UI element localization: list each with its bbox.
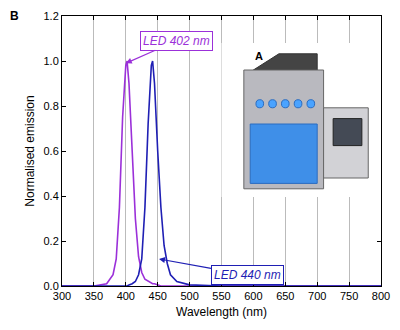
- svg-text:800: 800: [372, 290, 390, 302]
- svg-text:650: 650: [276, 290, 294, 302]
- svg-text:300: 300: [53, 290, 71, 302]
- svg-text:1.2: 1.2: [44, 10, 59, 22]
- svg-text:350: 350: [85, 290, 103, 302]
- svg-text:400: 400: [117, 290, 135, 302]
- svg-text:600: 600: [244, 290, 262, 302]
- svg-text:0.4: 0.4: [44, 190, 59, 202]
- svg-text:Wavelength (nm): Wavelength (nm): [176, 305, 267, 319]
- svg-text:A: A: [255, 50, 263, 62]
- svg-text:0.0: 0.0: [44, 280, 59, 292]
- svg-text:0.6: 0.6: [44, 145, 59, 157]
- svg-text:1.0: 1.0: [44, 55, 59, 67]
- svg-text:Normalised emission: Normalised emission: [23, 95, 37, 206]
- svg-text:LED 440 nm: LED 440 nm: [214, 268, 281, 282]
- svg-text:LED 402 nm: LED 402 nm: [143, 34, 210, 48]
- svg-text:450: 450: [149, 290, 167, 302]
- svg-text:550: 550: [212, 290, 230, 302]
- svg-text:0.2: 0.2: [44, 235, 59, 247]
- svg-text:B: B: [10, 9, 19, 23]
- svg-text:700: 700: [308, 290, 326, 302]
- svg-text:0.8: 0.8: [44, 100, 59, 112]
- svg-text:500: 500: [180, 290, 198, 302]
- svg-text:750: 750: [340, 290, 358, 302]
